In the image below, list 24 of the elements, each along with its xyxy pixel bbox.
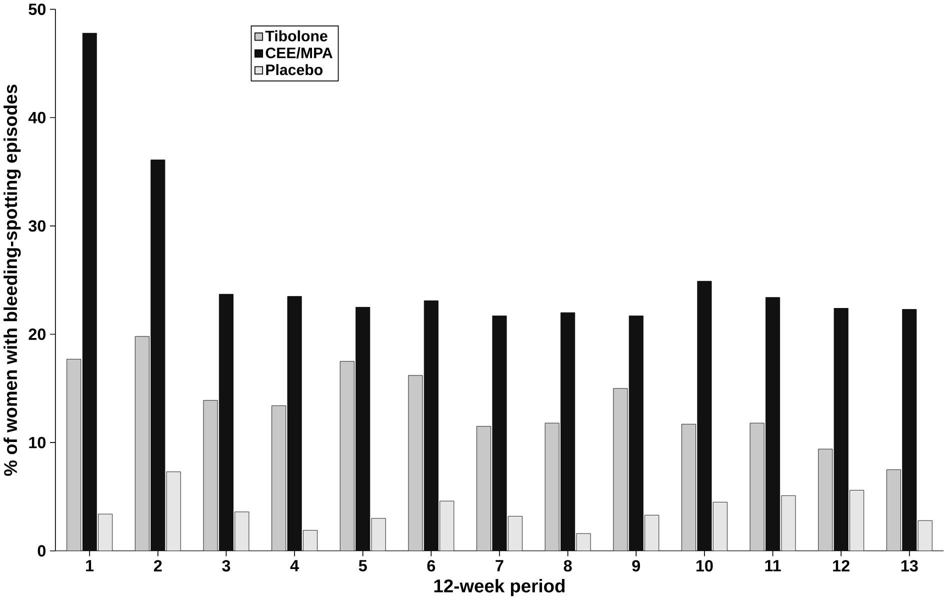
y-axis-title: % of women with bleeding-spotting episodes	[4, 84, 21, 476]
x-tick-label: 7	[496, 560, 504, 572]
x-tick-label: 6	[427, 560, 436, 572]
x-tick-label: 8	[564, 560, 572, 572]
y-tick-label: 30	[28, 220, 46, 232]
legend-label: Placebo	[266, 64, 323, 76]
x-tick-label: 4	[290, 560, 299, 572]
x-tick-label: 9	[632, 560, 640, 572]
legend-label: CEE/MPA	[266, 47, 332, 59]
y-tick-label: 20	[28, 328, 46, 340]
y-tick-label: 40	[28, 112, 46, 124]
x-tick-label: 5	[358, 560, 367, 572]
y-tick-label: 50	[28, 4, 46, 16]
x-tick-label: 2	[154, 560, 162, 572]
y-tick-label: 10	[29, 436, 46, 448]
legend-label: Tibolone	[265, 30, 328, 42]
x-tick-label: 1	[86, 560, 94, 572]
x-tick-label: 13	[901, 560, 918, 572]
x-axis-title: 12-week period	[434, 579, 565, 596]
x-tick-label: 10	[696, 560, 713, 572]
x-tick-label: 12	[833, 560, 850, 572]
x-tick-label: 11	[765, 560, 781, 572]
y-tick-label: 0	[38, 545, 46, 557]
x-tick-label: 3	[222, 560, 230, 572]
